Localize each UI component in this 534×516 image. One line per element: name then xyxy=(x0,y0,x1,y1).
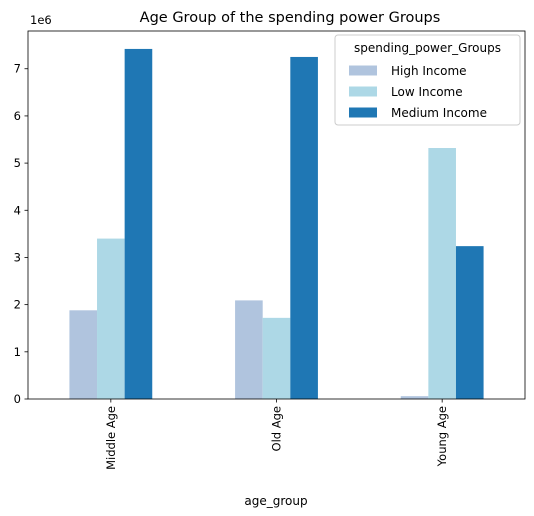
legend: spending_power_Groups High Income Low Inco… xyxy=(334,34,521,126)
y-tick-label: 1 xyxy=(14,345,21,359)
bar-medium-income-0 xyxy=(124,48,153,400)
y-axis-multiplier: 1e6 xyxy=(30,13,52,27)
legend-swatch xyxy=(349,107,377,118)
bar-low-income-2 xyxy=(428,148,456,399)
bar-high-income-2 xyxy=(400,396,429,399)
bar-high-income-0 xyxy=(69,310,98,399)
plot-area: 0 1 2 3 4 5 6 7 Middle Age Old Age Young Age xyxy=(14,30,526,470)
chart-title: Age Group of the spending power Groups xyxy=(140,10,441,26)
legend-swatch xyxy=(349,65,377,76)
legend-title: spending_power_Groups xyxy=(354,41,501,55)
x-axis-label: age_group xyxy=(244,494,307,508)
y-tick-label: 6 xyxy=(14,109,21,123)
y-tick-label: 0 xyxy=(14,392,21,406)
legend-label: Medium Income xyxy=(391,106,487,120)
x-tick-label: Young Age xyxy=(435,406,449,467)
legend-swatch xyxy=(349,86,377,97)
bar-medium-income-2 xyxy=(455,246,484,399)
legend-label: High Income xyxy=(391,64,467,78)
y-tick-label: 7 xyxy=(14,62,21,76)
bar-high-income-1 xyxy=(235,300,263,399)
x-tick-label: Old Age xyxy=(270,406,284,451)
y-tick-label: 4 xyxy=(14,203,21,217)
bar-low-income-0 xyxy=(97,238,125,399)
legend-label: Low Income xyxy=(391,85,463,99)
y-tick-label: 5 xyxy=(14,156,21,170)
y-tick-label: 2 xyxy=(14,298,21,312)
y-tick-label: 3 xyxy=(14,250,21,264)
legend-box xyxy=(334,34,521,126)
x-tick-label: Middle Age xyxy=(104,406,118,470)
bar-low-income-1 xyxy=(262,317,291,399)
bar-medium-income-1 xyxy=(290,56,318,399)
